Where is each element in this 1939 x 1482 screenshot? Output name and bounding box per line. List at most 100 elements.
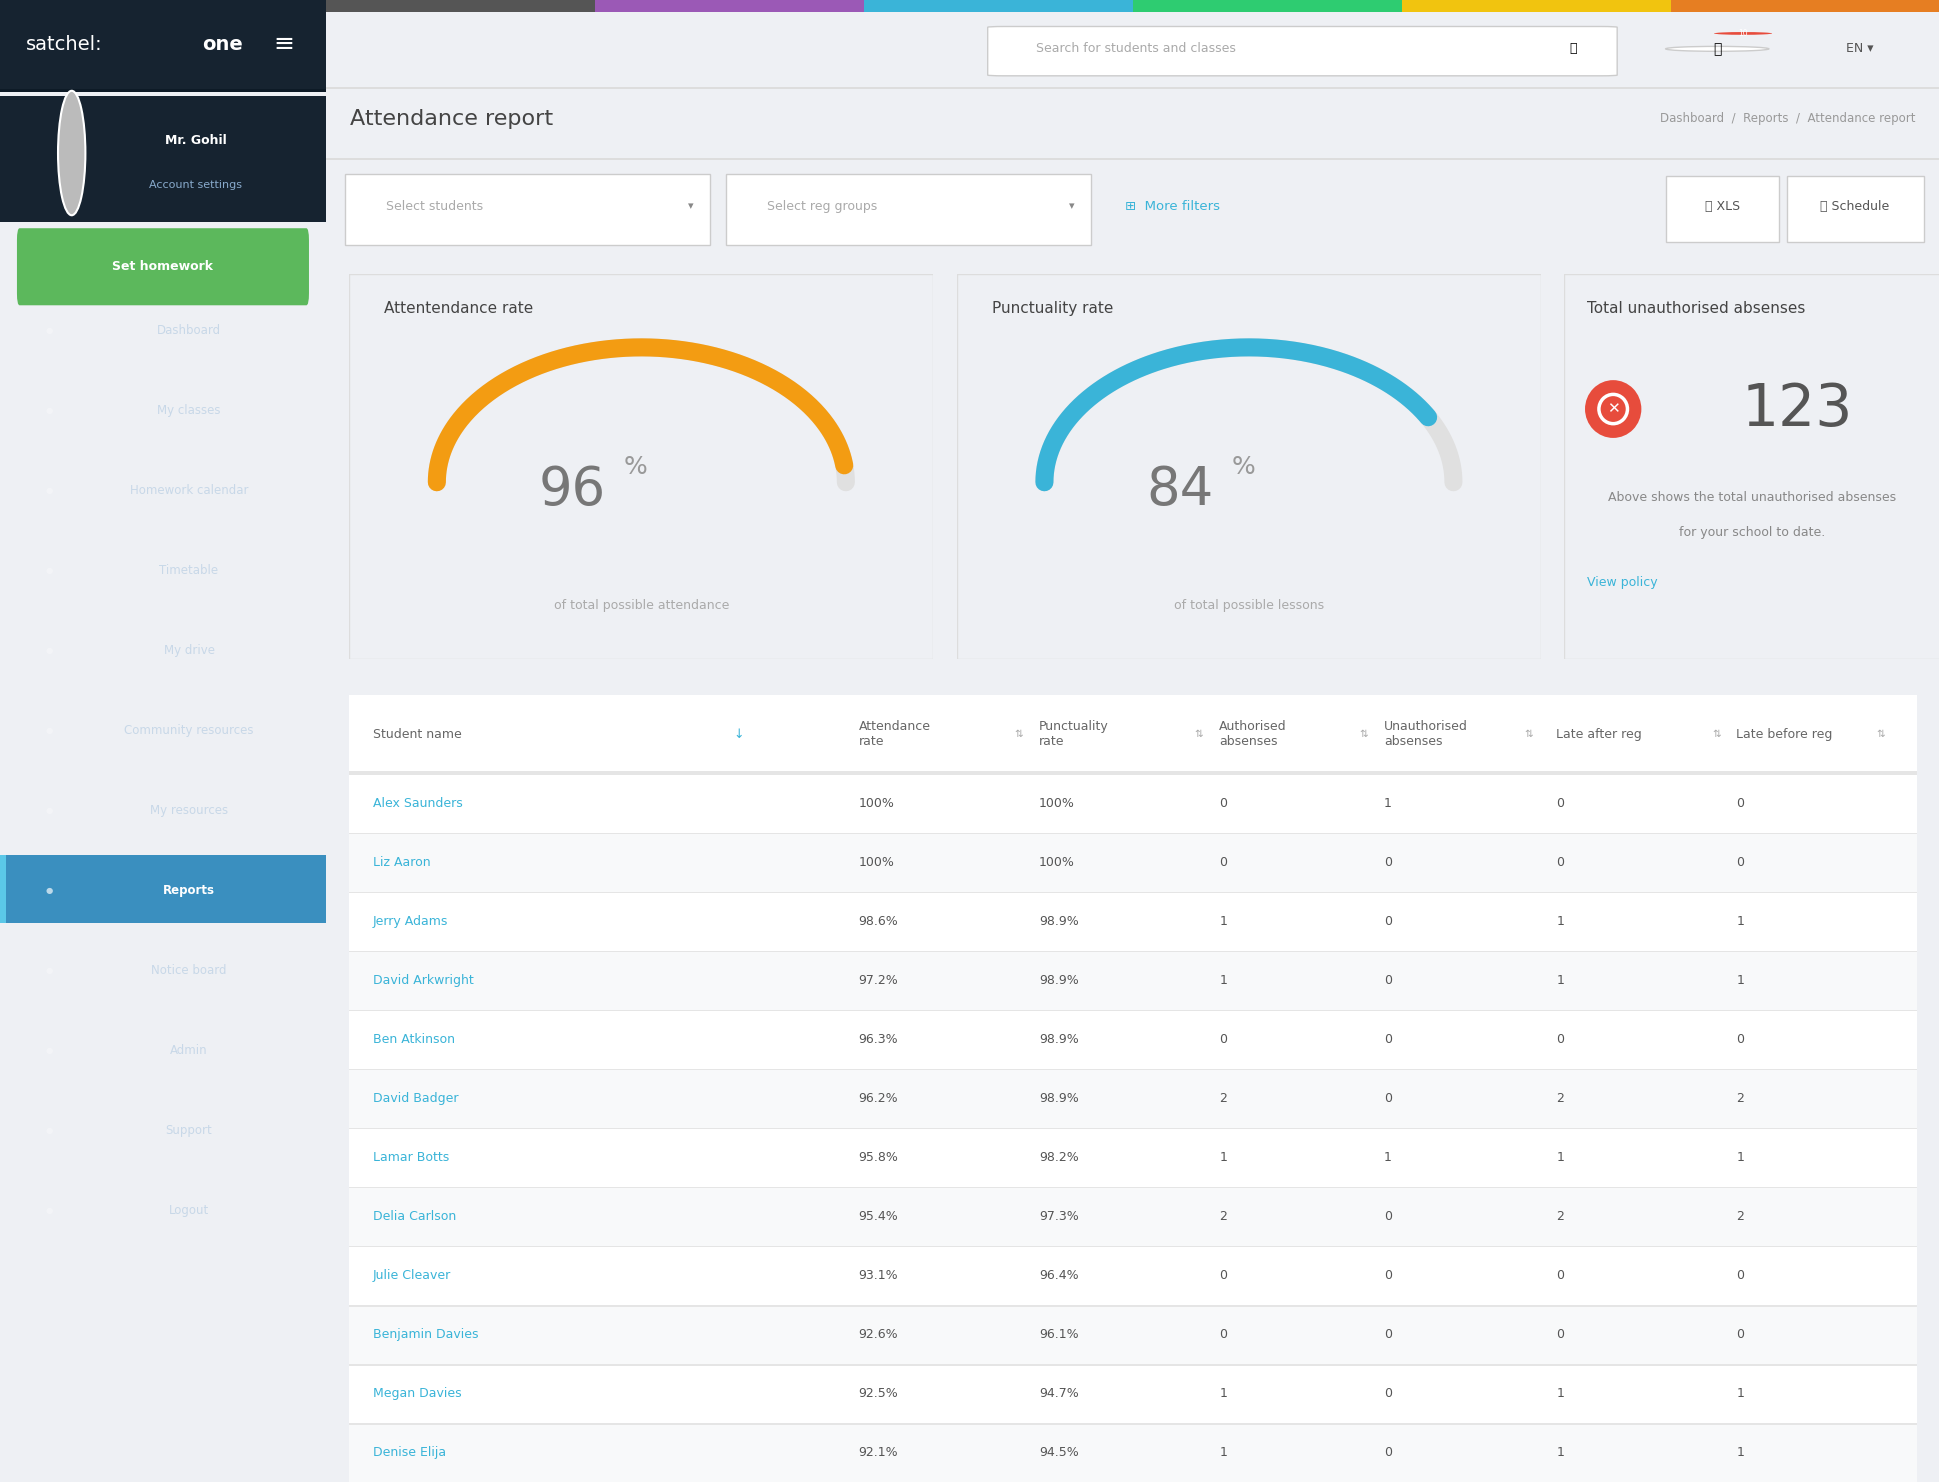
Bar <box>1402 0 1669 12</box>
Text: 0: 0 <box>1383 914 1390 928</box>
Text: 0: 0 <box>1383 1387 1390 1400</box>
Bar <box>349 1363 1916 1423</box>
Text: 2: 2 <box>1555 1209 1563 1223</box>
Text: 98.9%: 98.9% <box>1039 974 1078 987</box>
Text: 1: 1 <box>1218 974 1225 987</box>
Text: ●: ● <box>45 806 52 815</box>
FancyBboxPatch shape <box>987 27 1617 76</box>
FancyBboxPatch shape <box>17 228 308 305</box>
Text: 92.1%: 92.1% <box>859 1446 898 1458</box>
Bar <box>349 1187 1916 1246</box>
Text: 94.7%: 94.7% <box>1039 1387 1078 1400</box>
Text: ✕: ✕ <box>1605 402 1619 416</box>
Text: satchel:: satchel: <box>25 36 103 53</box>
Text: 98.9%: 98.9% <box>1039 914 1078 928</box>
Text: 84: 84 <box>1146 464 1214 516</box>
Text: Delia Carlson: Delia Carlson <box>372 1209 456 1223</box>
Text: Jerry Adams: Jerry Adams <box>372 914 448 928</box>
Text: Late after reg: Late after reg <box>1555 728 1640 741</box>
Text: Alex Saunders: Alex Saunders <box>372 797 461 809</box>
Text: 0: 0 <box>1383 855 1390 868</box>
Text: 96.4%: 96.4% <box>1039 1269 1078 1282</box>
FancyBboxPatch shape <box>345 173 710 245</box>
Text: ●: ● <box>45 566 52 575</box>
Bar <box>349 774 1916 775</box>
Text: 0: 0 <box>1383 1033 1390 1046</box>
Bar <box>0 89 326 92</box>
Text: 2: 2 <box>1218 1209 1225 1223</box>
Bar <box>349 1306 1916 1307</box>
Text: 1: 1 <box>1218 1446 1225 1458</box>
Text: 92.5%: 92.5% <box>859 1387 898 1400</box>
Text: ≡: ≡ <box>273 33 295 56</box>
Bar <box>863 0 1132 12</box>
Text: Homework calendar: Homework calendar <box>130 485 248 496</box>
Text: 2: 2 <box>1555 1092 1563 1106</box>
Text: 1: 1 <box>1383 797 1390 809</box>
Text: 97.2%: 97.2% <box>859 974 898 987</box>
Text: 98.6%: 98.6% <box>859 914 898 928</box>
Text: 2: 2 <box>1735 1092 1743 1106</box>
Text: 0: 0 <box>1735 797 1743 809</box>
Text: Total unauthorised absenses: Total unauthorised absenses <box>1586 301 1805 316</box>
Bar <box>349 1128 1916 1129</box>
Text: Dashboard  /  Reports  /  Attendance report: Dashboard / Reports / Attendance report <box>1660 113 1916 126</box>
Text: 1: 1 <box>1735 974 1743 987</box>
Text: 93.1%: 93.1% <box>859 1269 898 1282</box>
Text: Select reg groups: Select reg groups <box>766 200 876 213</box>
Text: ⇅: ⇅ <box>1524 729 1532 740</box>
Text: 92.6%: 92.6% <box>859 1328 898 1341</box>
Bar <box>1132 0 1402 12</box>
Text: Logout: Logout <box>169 1205 209 1217</box>
Text: ●: ● <box>45 1206 52 1215</box>
Text: ⇅: ⇅ <box>1710 729 1720 740</box>
Text: 100%: 100% <box>1039 797 1074 809</box>
Text: ⇅: ⇅ <box>1359 729 1367 740</box>
Text: 98.9%: 98.9% <box>1039 1033 1078 1046</box>
Text: 1: 1 <box>1555 1152 1563 1163</box>
Circle shape <box>1666 46 1768 52</box>
Circle shape <box>58 90 85 215</box>
Text: ●: ● <box>45 326 52 335</box>
Bar <box>326 159 1939 160</box>
Text: ▾: ▾ <box>1068 202 1074 212</box>
Text: 1: 1 <box>1555 1387 1563 1400</box>
Text: 1: 1 <box>1555 1446 1563 1458</box>
Text: 0: 0 <box>1218 1328 1227 1341</box>
Bar <box>349 951 1916 953</box>
Text: 0: 0 <box>1555 855 1563 868</box>
Text: Set homework: Set homework <box>112 261 213 273</box>
Text: 1: 1 <box>1218 914 1225 928</box>
Text: Lamar Botts: Lamar Botts <box>372 1152 448 1163</box>
Bar <box>349 1187 1916 1189</box>
Text: 1: 1 <box>1735 1387 1743 1400</box>
Text: Reports: Reports <box>163 885 215 897</box>
Text: 123: 123 <box>1741 381 1852 437</box>
Text: ●: ● <box>45 646 52 655</box>
Bar <box>0 855 6 923</box>
Bar <box>349 1246 1916 1248</box>
Text: 98.9%: 98.9% <box>1039 1092 1078 1106</box>
FancyBboxPatch shape <box>1786 176 1923 242</box>
Text: 95.8%: 95.8% <box>859 1152 898 1163</box>
Text: 1: 1 <box>1735 914 1743 928</box>
Text: 0: 0 <box>1735 1328 1743 1341</box>
Bar <box>349 1306 1916 1363</box>
Circle shape <box>1598 394 1627 424</box>
Bar <box>349 1246 1916 1306</box>
Text: My resources: My resources <box>149 805 229 817</box>
Circle shape <box>1584 381 1640 439</box>
Text: 10: 10 <box>1737 30 1747 39</box>
Text: 1: 1 <box>1735 1152 1743 1163</box>
Text: Authorised
absenses: Authorised absenses <box>1218 720 1286 748</box>
Text: Attentendance rate: Attentendance rate <box>384 301 533 316</box>
Bar <box>349 833 1916 892</box>
Bar <box>349 1009 1916 1011</box>
Circle shape <box>1714 33 1770 34</box>
Bar <box>349 833 1916 834</box>
Text: 96.2%: 96.2% <box>859 1092 898 1106</box>
Text: Attendance
rate: Attendance rate <box>859 720 931 748</box>
Text: Dashboard: Dashboard <box>157 325 221 336</box>
Text: ⊞  More filters: ⊞ More filters <box>1125 200 1220 213</box>
Text: 1: 1 <box>1555 974 1563 987</box>
